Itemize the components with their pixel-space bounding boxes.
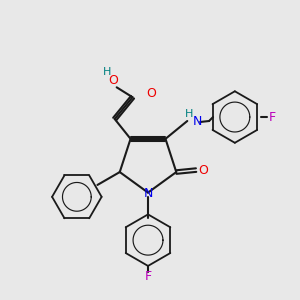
- Text: F: F: [145, 270, 152, 283]
- Text: H: H: [103, 68, 111, 77]
- Text: N: N: [193, 116, 202, 128]
- Text: H: H: [185, 109, 194, 119]
- Text: O: O: [198, 164, 208, 177]
- Text: O: O: [108, 74, 118, 87]
- Text: N: N: [143, 187, 153, 200]
- Text: F: F: [269, 110, 276, 124]
- Text: O: O: [146, 87, 156, 100]
